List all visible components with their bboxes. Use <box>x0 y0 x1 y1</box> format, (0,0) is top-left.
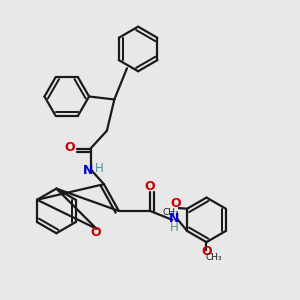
Text: O: O <box>145 180 155 193</box>
Text: O: O <box>201 245 212 258</box>
Text: N: N <box>169 212 179 225</box>
Text: N: N <box>82 164 93 177</box>
Text: CH₃: CH₃ <box>163 208 179 217</box>
Text: H: H <box>169 221 178 234</box>
Text: O: O <box>91 226 101 239</box>
Text: O: O <box>64 141 75 154</box>
Text: O: O <box>170 197 181 210</box>
Text: H: H <box>94 162 103 175</box>
Text: CH₃: CH₃ <box>206 253 222 262</box>
